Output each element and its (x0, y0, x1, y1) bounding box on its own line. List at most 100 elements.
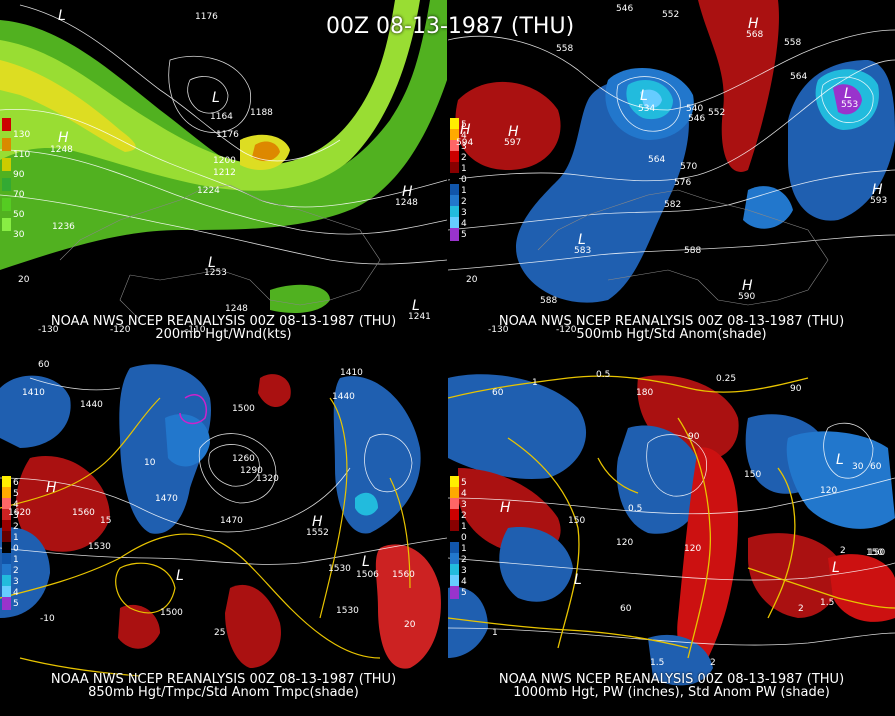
map-label: 120 (684, 544, 702, 554)
map-label: 150 (744, 470, 762, 480)
panel-850mb: 6 5 4 3 2 1 0 1 2 3 4 5 60 1410 1440 141… (0, 358, 447, 716)
panel-subheader: 200mb Hgt/Wnd(kts) (155, 327, 292, 342)
map-label: 1248 (50, 145, 73, 155)
map-label: 558 (784, 38, 802, 48)
map-label: 150 (568, 516, 586, 526)
legend-swatch (450, 195, 459, 208)
map-label: 1290 (240, 466, 263, 476)
legend-swatch (2, 198, 11, 211)
map-label: H (58, 130, 69, 146)
legend-swatch (450, 553, 459, 566)
map-label: H (872, 182, 883, 198)
legend-label: 0 (461, 175, 467, 185)
legend-swatch (450, 476, 459, 489)
legend-swatch (450, 118, 459, 131)
map-label: L (58, 8, 66, 24)
legend-label: 3 (461, 566, 467, 576)
legend-swatch (2, 158, 11, 171)
map-label: 597 (504, 138, 522, 148)
legend-swatch (450, 487, 459, 500)
map-label: 1164 (210, 112, 233, 122)
map-label: 30 (852, 462, 864, 472)
map-label: 2 (798, 604, 804, 614)
legend-label: 2 (13, 566, 19, 576)
map-label: 552 (662, 10, 680, 20)
map-label: H (312, 514, 323, 530)
legend-label: 2 (461, 197, 467, 207)
map-label: 588 (540, 296, 558, 306)
legend-swatch (450, 498, 459, 511)
map-label: H (460, 122, 471, 138)
legend-label: 1 (13, 555, 19, 565)
map-label: H (742, 278, 753, 294)
map-label: -10 (40, 614, 55, 624)
map-200mb (0, 0, 447, 358)
map-label: H (46, 480, 57, 496)
map-label: 553 (841, 100, 859, 110)
legend-swatch (450, 184, 459, 197)
map-label: 0.25 (716, 374, 737, 384)
map-label: 1176 (195, 12, 218, 22)
panel-header: NOAA NWS NCEP REANALYSIS 00Z 08-13-1987 … (50, 672, 397, 687)
legend-label: 30 (13, 230, 25, 240)
map-label: 590 (738, 292, 756, 302)
map-label: 576 (674, 178, 692, 188)
map-label: 546 (616, 4, 634, 14)
map-label: -120 (110, 325, 131, 335)
legend-label: 1 (461, 522, 467, 532)
map-label: 60 (38, 360, 50, 370)
map-label: 582 (664, 200, 682, 210)
map-label: 180 (636, 388, 654, 398)
legend-label: 4 (13, 500, 19, 510)
map-label: 150 (866, 548, 884, 558)
legend-swatch (450, 575, 459, 588)
legend-swatch (2, 597, 11, 610)
panel-header: NOAA NWS NCEP REANALYSIS 00Z 08-13-1987 … (50, 314, 397, 329)
map-label: 60 (620, 604, 632, 614)
map-label: 1236 (52, 222, 75, 232)
map-label: H (402, 184, 413, 200)
map-label: H (508, 124, 519, 140)
map-label: 60 (492, 388, 504, 398)
legend-swatch (2, 531, 11, 544)
map-label: 1530 (336, 606, 359, 616)
map-label: 1470 (220, 516, 243, 526)
legend-swatch (450, 520, 459, 533)
legend-label: 5 (13, 489, 19, 499)
legend-swatch (450, 206, 459, 219)
map-label: 1440 (80, 400, 103, 410)
legend-label: 1 (461, 544, 467, 554)
legend-swatch (450, 564, 459, 577)
legend-swatch (2, 476, 11, 489)
panel-1000mb-pw: 5 4 3 2 1 0 1 2 3 4 5 60 1 0.5 0.25 90 1… (448, 358, 895, 716)
map-label: 540 (686, 104, 704, 114)
legend-swatch (450, 228, 459, 241)
legend-swatch (2, 575, 11, 588)
legend-label: 3 (461, 500, 467, 510)
legend-swatch (2, 487, 11, 500)
legend-label: 5 (461, 588, 467, 598)
map-label: 1.5 (820, 598, 835, 608)
legend-swatch (450, 129, 459, 142)
legend-label: 70 (13, 190, 25, 200)
map-label: H (748, 16, 759, 32)
panel-200mb: 130 110 90 70 50 30 L 1176 H 1248 L 1164… (0, 0, 447, 358)
legend-label: 2 (461, 555, 467, 565)
map-label: 1200 (213, 156, 236, 166)
map-label: 1500 (232, 404, 255, 414)
panel-subheader: 850mb Hgt/Tmpc/Std Anom Tmpc(shade) (88, 685, 359, 700)
map-1000mb-pw (448, 358, 895, 716)
map-label: 1552 (306, 528, 329, 538)
legend-label: 2 (13, 522, 19, 532)
map-label: 1560 (72, 508, 95, 518)
map-label: 594 (456, 138, 474, 148)
panel-subheader: 500mb Hgt/Std Anom(shade) (576, 327, 767, 342)
legend-swatch (2, 520, 11, 533)
map-label: 568 (746, 30, 764, 40)
map-label: 1500 (160, 608, 183, 618)
legend-label: 2 (461, 153, 467, 163)
legend-label: 5 (13, 599, 19, 609)
legend-swatch (2, 118, 11, 131)
map-label: 150 (868, 548, 886, 558)
legend-swatch (2, 509, 11, 522)
